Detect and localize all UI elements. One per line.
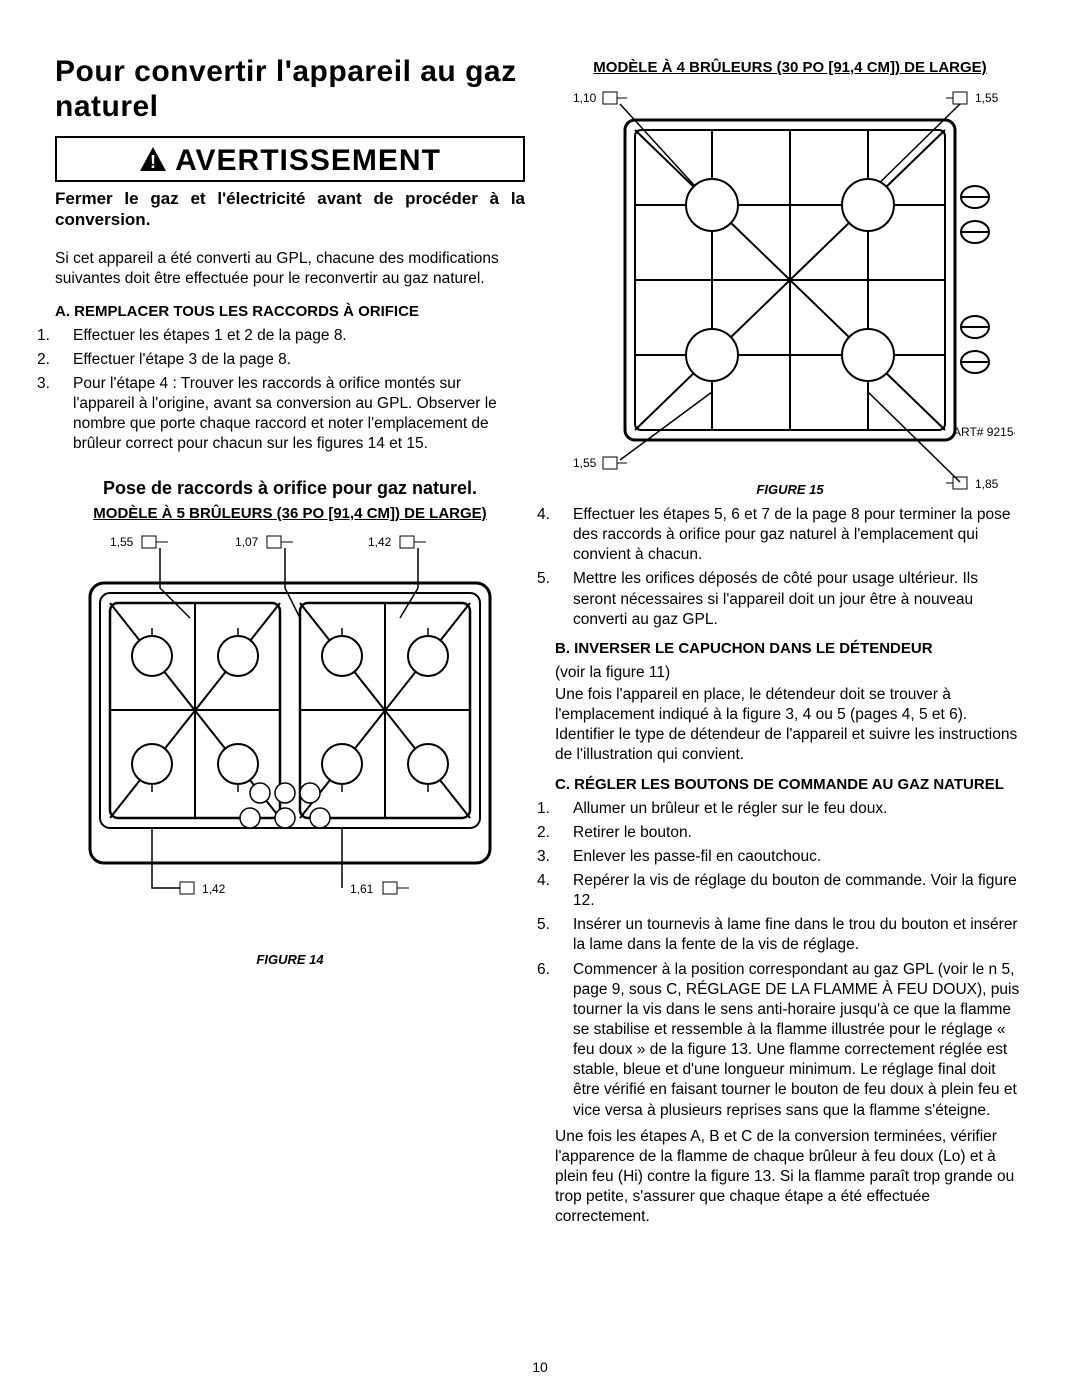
warning-label: AVERTISSEMENT bbox=[175, 144, 441, 178]
warning-box: ! AVERTISSEMENT bbox=[55, 136, 525, 182]
svg-text:1,55: 1,55 bbox=[573, 456, 597, 470]
svg-text:1,85: 1,85 bbox=[975, 477, 999, 491]
section-b-head: B. INVERSER LE CAPUCHON DANS LE DÉTENDEU… bbox=[555, 640, 1025, 657]
list-item: Retirer le bouton. bbox=[573, 824, 692, 841]
pose-subhead: Pose de raccords à orifice pour gaz natu… bbox=[55, 477, 525, 500]
fig14-caption: FIGURE 14 bbox=[256, 952, 323, 967]
svg-text:1,55: 1,55 bbox=[110, 535, 134, 549]
section-b-paren: (voir la figure 11) bbox=[555, 663, 1025, 683]
list-item: Effectuer l'étape 3 de la page 8. bbox=[73, 351, 291, 368]
fig14-model: MODÈLE À 5 BRÛLEURS (36 PO [91,4 CM]) DE… bbox=[55, 505, 525, 522]
intro-paragraph: Si cet appareil a été converti au GPL, c… bbox=[55, 249, 525, 289]
list-item: Mettre les orifices déposés de côté pour… bbox=[573, 570, 978, 627]
list-item: Insérer un tournevis à lame fine dans le… bbox=[573, 916, 1018, 953]
svg-text:1,55: 1,55 bbox=[975, 91, 999, 105]
list-item: Commencer à la position correspondant au… bbox=[573, 961, 1019, 1119]
warning-subtext: Fermer le gaz et l'électricité avant de … bbox=[55, 188, 525, 231]
svg-text:!: ! bbox=[150, 152, 156, 172]
svg-text:1,10: 1,10 bbox=[573, 91, 597, 105]
list-item: Effectuer les étapes 1 et 2 de la page 8… bbox=[73, 327, 347, 344]
list-item: Pour l'étape 4 : Trouver les raccords à … bbox=[73, 375, 497, 452]
figure-14: 1,55 1,07 1,42 bbox=[55, 528, 525, 967]
warning-icon: ! bbox=[139, 146, 167, 177]
svg-text:1,42: 1,42 bbox=[368, 535, 392, 549]
page-number: 10 bbox=[0, 1359, 1080, 1375]
section-c-list: 1.Allumer un brûleur et le régler sur le… bbox=[555, 799, 1025, 1121]
fig15-caption: FIGURE 15 bbox=[756, 482, 823, 497]
svg-text:1,42: 1,42 bbox=[202, 882, 226, 896]
page-title: Pour convertir l'appareil au gaz naturel bbox=[55, 55, 525, 124]
section-a-head: A. REMPLACER TOUS LES RACCORDS À ORIFICE bbox=[55, 303, 525, 320]
section-b-body: Une fois l'appareil en place, le détende… bbox=[555, 685, 1025, 766]
list-item: Enlever les passe-fil en caoutchouc. bbox=[573, 848, 821, 865]
svg-text:1,61: 1,61 bbox=[350, 882, 374, 896]
svg-text:1,07: 1,07 bbox=[235, 535, 259, 549]
section-c-head: C. RÉGLER LES BOUTONS DE COMMANDE AU GAZ… bbox=[555, 776, 1025, 793]
svg-text:ART# 9215-192-0: ART# 9215-192-0 bbox=[953, 425, 1015, 439]
list-item: Effectuer les étapes 5, 6 et 7 de la pag… bbox=[573, 506, 1010, 563]
figure-15: 1,10 1,55 bbox=[555, 82, 1025, 497]
list-item: Allumer un brûleur et le régler sur le f… bbox=[573, 800, 887, 817]
right-cont-list: 4.Effectuer les étapes 5, 6 et 7 de la p… bbox=[555, 505, 1025, 630]
section-c-tail: Une fois les étapes A, B et C de la conv… bbox=[555, 1127, 1025, 1228]
section-a-list: 1.Effectuer les étapes 1 et 2 de la page… bbox=[55, 326, 525, 455]
list-item: Repérer la vis de réglage du bouton de c… bbox=[573, 872, 1017, 909]
fig15-model: MODÈLE À 4 BRÛLEURS (30 PO [91,4 CM]) DE… bbox=[555, 59, 1025, 76]
